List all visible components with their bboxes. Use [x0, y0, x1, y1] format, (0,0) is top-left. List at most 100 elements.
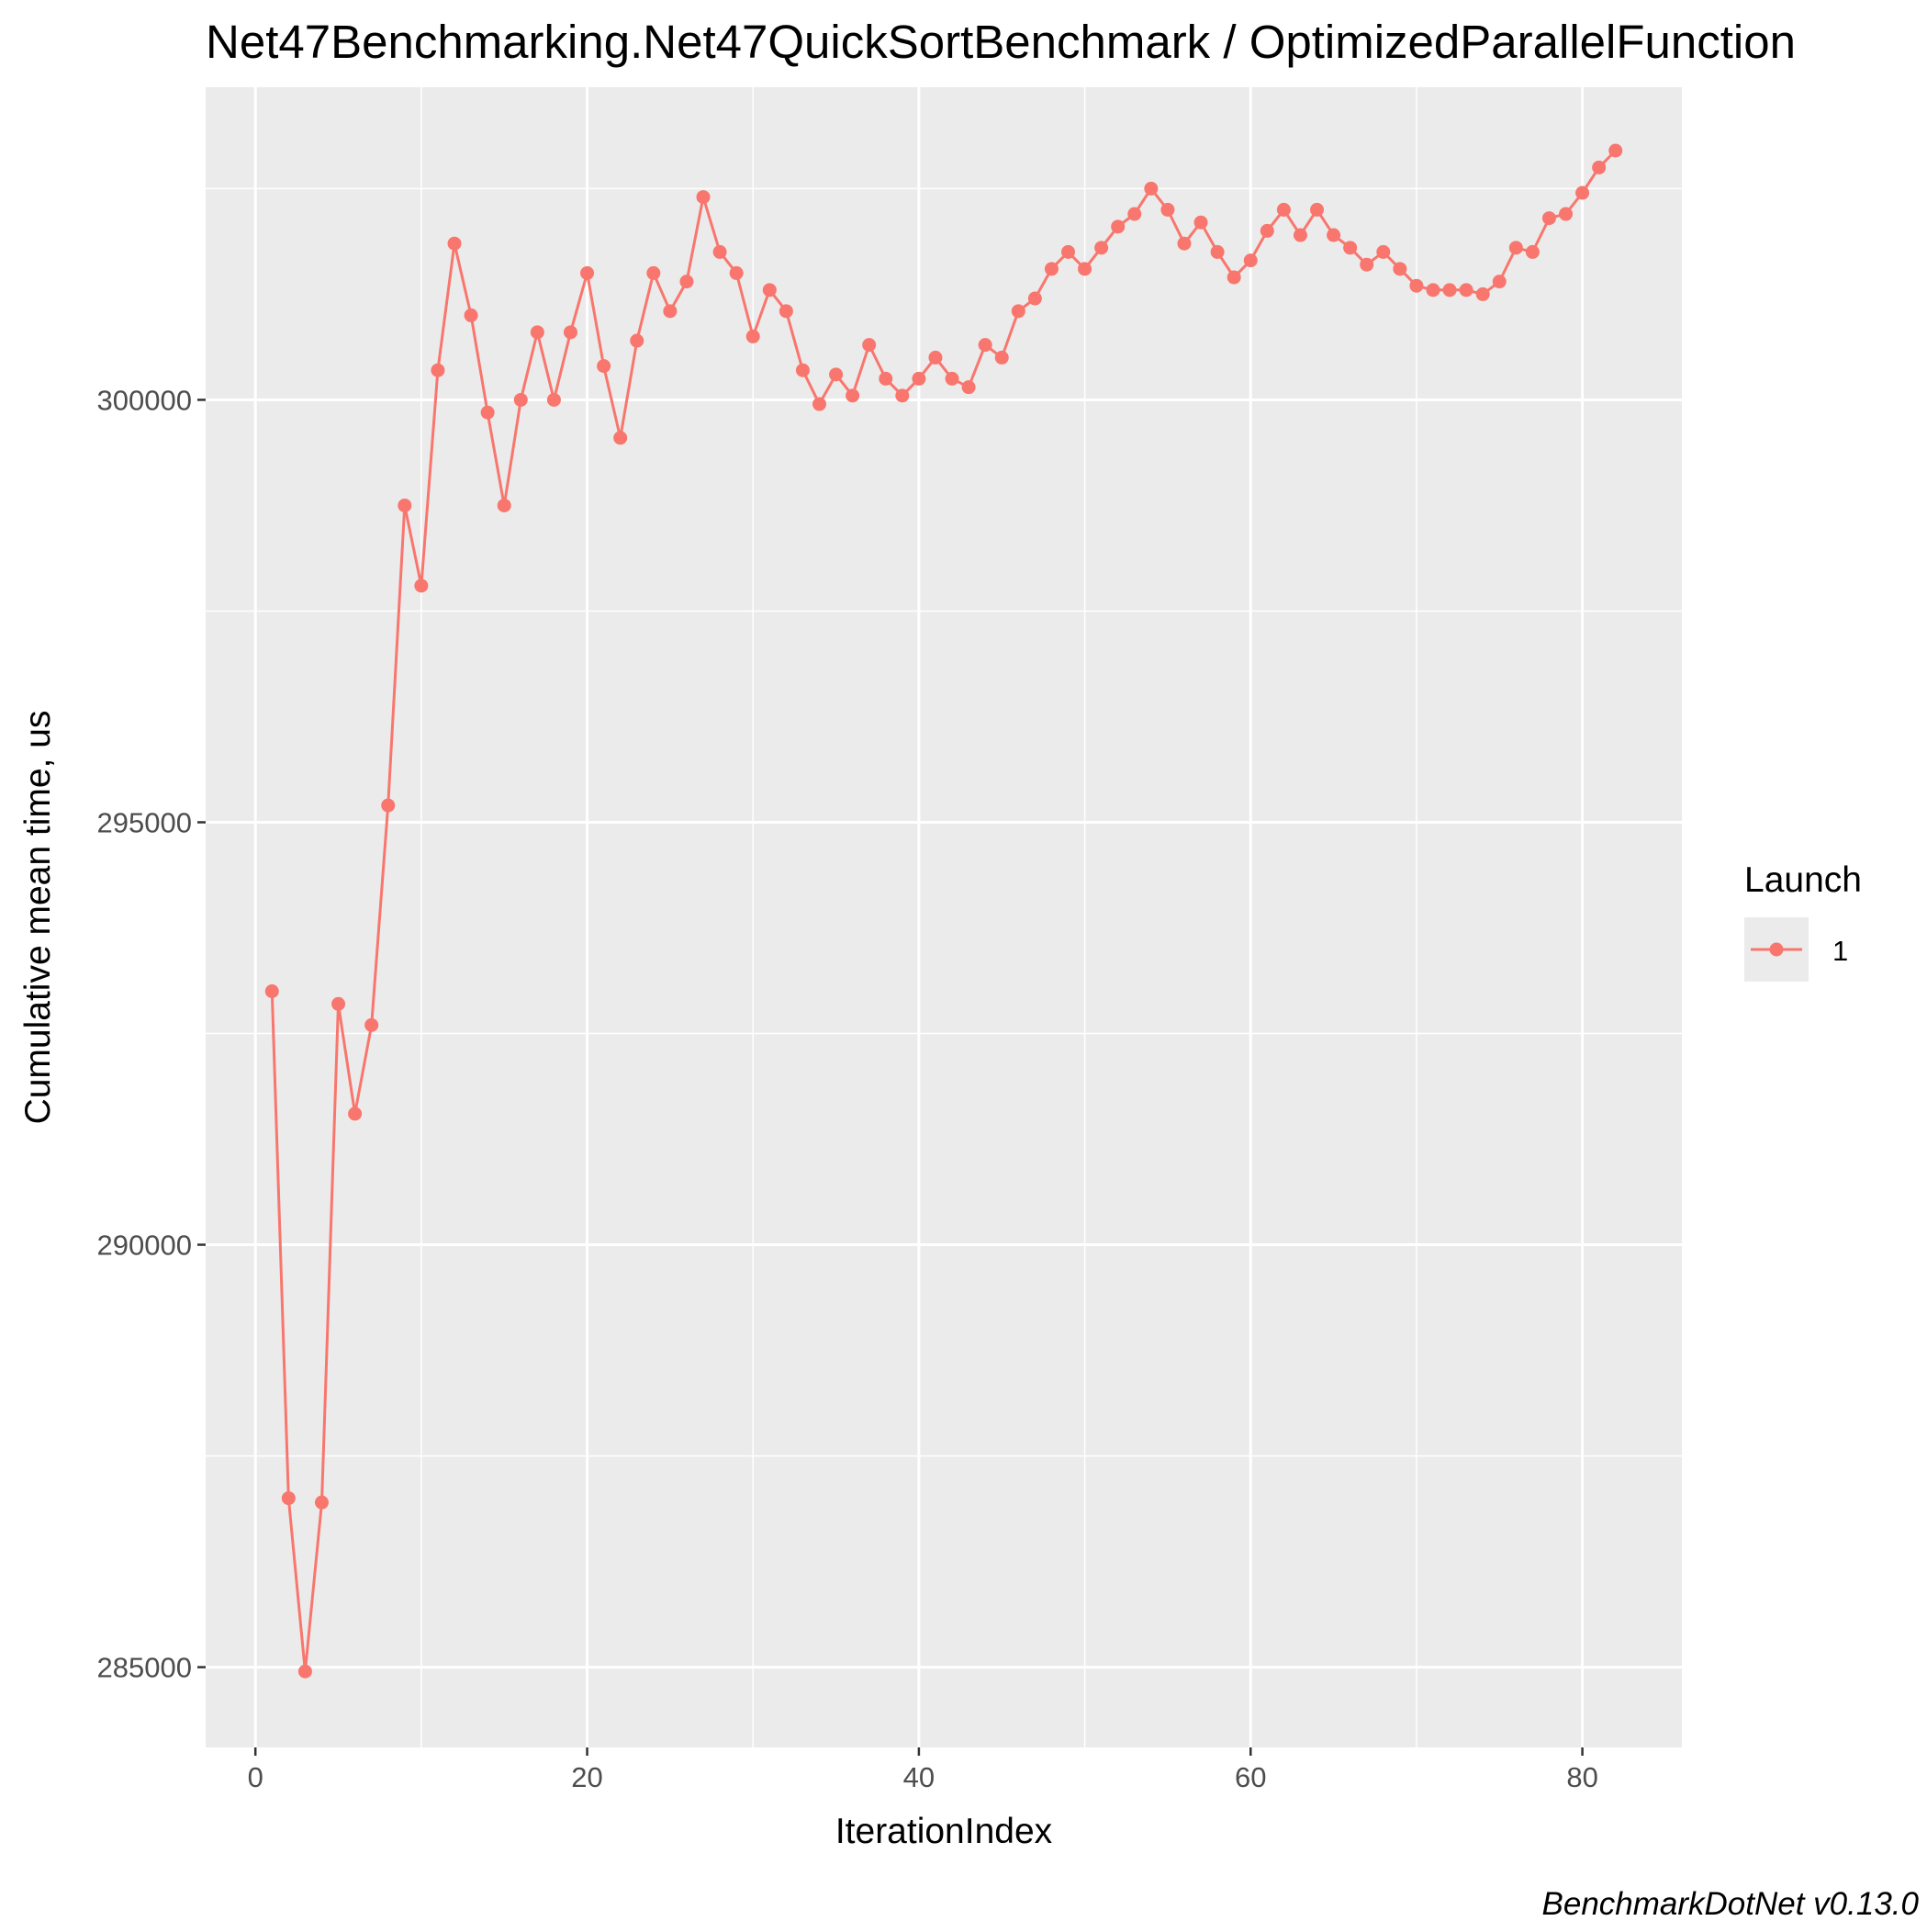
data-point	[646, 265, 661, 280]
data-point	[912, 371, 926, 386]
data-point	[264, 984, 279, 999]
data-point	[497, 498, 511, 512]
data-point	[1559, 207, 1574, 221]
data-point	[1409, 278, 1424, 293]
grid-minor	[206, 87, 1682, 1747]
data-point	[696, 190, 711, 205]
x-tick-label: 60	[1235, 1761, 1266, 1793]
data-point	[447, 236, 462, 251]
legend-key-point	[1769, 942, 1784, 957]
data-point	[1160, 202, 1175, 217]
data-point	[978, 338, 992, 353]
data-point	[961, 380, 976, 395]
data-point	[663, 304, 678, 319]
data-point	[1360, 257, 1374, 272]
data-point	[1508, 241, 1523, 255]
data-point	[580, 265, 595, 280]
grid-major	[206, 87, 1682, 1747]
x-tick-label: 80	[1566, 1761, 1597, 1793]
data-point	[1442, 283, 1457, 298]
data-point	[1492, 275, 1507, 289]
data-point	[1426, 283, 1440, 298]
data-point	[1276, 202, 1291, 217]
data-point	[994, 350, 1009, 365]
data-point	[1078, 262, 1092, 276]
data-point	[1310, 202, 1325, 217]
plot-panel	[206, 87, 1682, 1747]
data-point	[812, 397, 826, 411]
data-point	[1227, 270, 1241, 285]
data-point	[1127, 207, 1142, 221]
data-point	[1293, 228, 1307, 242]
data-point	[1343, 241, 1358, 255]
data-point	[762, 283, 777, 298]
data-point	[846, 388, 860, 403]
data-point	[879, 371, 893, 386]
data-point	[1592, 160, 1607, 174]
data-point	[1260, 223, 1274, 238]
data-point	[1376, 244, 1391, 259]
data-point	[1111, 219, 1126, 234]
y-axis-title: Cumulative mean time, us	[18, 711, 58, 1125]
data-point	[1193, 215, 1208, 230]
data-point	[1027, 291, 1042, 306]
data-point	[1177, 236, 1192, 251]
y-axis-ticks: 285000 290000 295000 300000	[97, 384, 206, 1684]
legend-entry-label: 1	[1832, 935, 1848, 967]
data-point	[546, 392, 561, 407]
data-point	[314, 1495, 329, 1510]
data-point	[1044, 262, 1059, 276]
data-point	[1327, 228, 1341, 242]
data-point	[945, 371, 959, 386]
data-point	[795, 363, 810, 377]
legend: Launch 1	[1744, 860, 1862, 982]
data-point	[862, 338, 877, 353]
data-point	[464, 308, 478, 322]
data-point	[414, 578, 429, 593]
data-point	[1608, 143, 1623, 158]
data-point	[480, 405, 495, 420]
x-axis-title: IterationIndex	[835, 1812, 1053, 1851]
x-tick-label: 40	[903, 1761, 935, 1793]
data-point	[630, 333, 644, 348]
caption: BenchmarkDotNet v0.13.0	[1542, 1886, 1920, 1922]
data-point	[712, 244, 727, 259]
chart-title: Net47Benchmarking.Net47QuickSortBenchmar…	[206, 16, 1796, 68]
data-point	[729, 265, 744, 280]
x-tick-label: 0	[248, 1761, 263, 1793]
data-point	[597, 359, 611, 374]
data-point	[1210, 244, 1225, 259]
data-point	[1541, 211, 1556, 226]
data-point	[1011, 304, 1025, 319]
data-point	[1061, 244, 1076, 259]
data-point	[1144, 181, 1159, 196]
y-tick-label: 300000	[97, 384, 192, 416]
data-point	[1393, 262, 1407, 276]
y-tick-label: 290000	[97, 1230, 192, 1262]
data-point	[1475, 286, 1490, 301]
data-point	[513, 392, 528, 407]
data-point	[829, 367, 844, 382]
legend-title: Launch	[1744, 860, 1862, 900]
data-point	[431, 363, 445, 377]
x-axis-ticks: 0 20 40 60 80	[248, 1747, 1598, 1793]
data-point	[331, 996, 346, 1011]
data-point	[530, 325, 544, 340]
data-point	[348, 1106, 363, 1121]
data-point	[398, 498, 412, 512]
data-point	[381, 798, 396, 813]
data-point	[679, 275, 694, 289]
series-line	[270, 149, 1617, 1673]
series-layer	[264, 143, 1623, 1679]
data-point	[1243, 253, 1258, 268]
data-point	[1575, 185, 1590, 200]
data-point	[895, 388, 910, 403]
data-point	[364, 1017, 379, 1032]
data-point	[779, 304, 793, 319]
y-tick-label: 295000	[97, 806, 192, 838]
data-point	[613, 431, 628, 445]
data-point	[1525, 244, 1540, 259]
x-tick-label: 20	[571, 1761, 602, 1793]
